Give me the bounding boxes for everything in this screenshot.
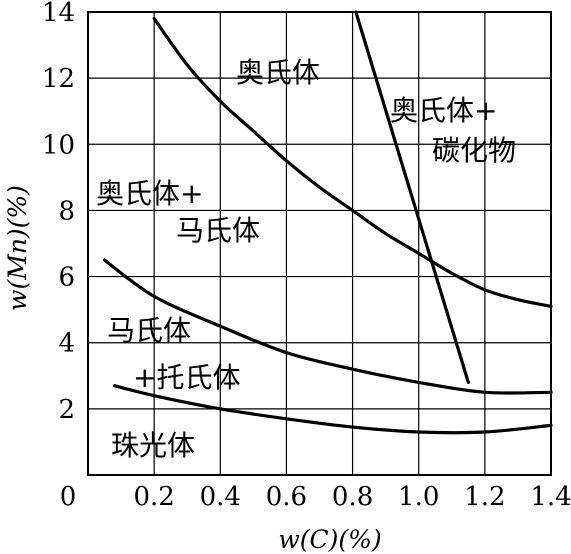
boundary-line-4 xyxy=(112,384,553,435)
y-tick-label: 12 xyxy=(42,64,75,94)
plot-frame xyxy=(87,11,552,476)
y-tick-label: 6 xyxy=(58,263,75,293)
x-tick-label: 1.0 xyxy=(398,482,439,512)
phase-boundaries xyxy=(102,10,553,435)
boundary-line-1 xyxy=(152,17,553,308)
y-tick-label: 4 xyxy=(58,329,75,359)
y-axis-label: w(Mn)(%) xyxy=(3,185,32,311)
y-tick-label: 2 xyxy=(58,395,75,425)
grid xyxy=(88,12,551,475)
y-tick-label: 14 xyxy=(42,0,75,28)
region-label-pearlite: 珠光体 xyxy=(111,429,195,462)
region-label-martensite-troostite-2: +托氏体 xyxy=(133,361,240,394)
x-tick-label: 0.4 xyxy=(200,482,241,512)
region-label-austenite-carbide-1: 奥氏体+ xyxy=(390,94,497,127)
x-tick-label: 1.4 xyxy=(530,482,571,512)
region-labels: 奥氏体 奥氏体+ 碳化物 奥氏体+ 马氏体 马氏体 +托氏体 珠光体 xyxy=(96,56,516,462)
region-label-austenite-martensite-1: 奥氏体+ xyxy=(96,177,203,210)
region-label-austenite-martensite-2: 马氏体 xyxy=(176,214,260,247)
y-tick-label: 10 xyxy=(42,130,75,160)
x-tick-label: 0.6 xyxy=(266,482,307,512)
x-tick-label: 0 xyxy=(60,482,77,512)
region-label-martensite-troostite-1: 马氏体 xyxy=(107,314,191,347)
region-label-austenite: 奥氏体 xyxy=(236,56,320,89)
y-tick-labels: 2 4 6 8 10 12 14 xyxy=(42,0,75,425)
x-tick-label: 0.2 xyxy=(133,482,174,512)
boundary-line-3 xyxy=(102,258,553,395)
y-tick-label: 8 xyxy=(58,196,75,226)
x-tick-label: 1.2 xyxy=(464,482,505,512)
x-tick-label: 0.8 xyxy=(332,482,373,512)
x-axis-label: w(C)(%) xyxy=(278,525,381,554)
region-label-austenite-carbide-2: 碳化物 xyxy=(432,134,516,167)
boundary-line-2 xyxy=(354,10,470,384)
x-tick-labels: 0 0.2 0.4 0.6 0.8 1.0 1.2 1.4 xyxy=(60,482,571,512)
